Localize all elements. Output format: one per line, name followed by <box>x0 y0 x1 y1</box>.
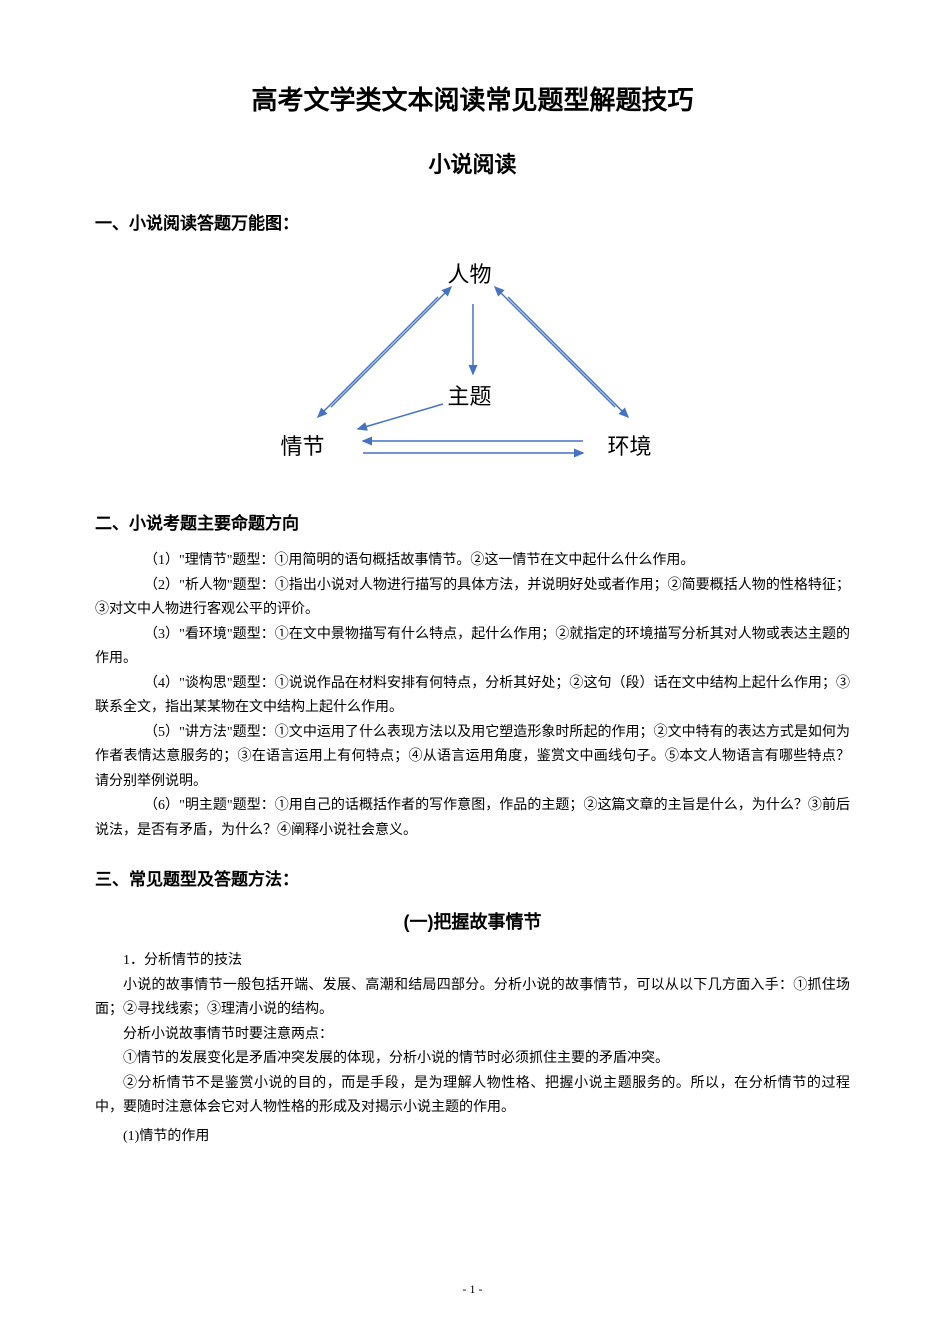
section-3-heading: 三、常见题型及答题方法： <box>95 865 850 890</box>
arrow-left-to-top <box>331 287 451 407</box>
arrow-center-to-left <box>358 404 443 429</box>
paragraph: 小说的故事情节一般包括开端、发展、高潮和结局四部分。分析小说的故事情节，可以从以… <box>95 974 850 1023</box>
section-3-body: 1．分析情节的技法 小说的故事情节一般包括开端、发展、高潮和结局四部分。分析小说… <box>95 949 850 1149</box>
section-3-sub-heading: (一)把握故事情节 <box>95 908 850 934</box>
list-item: （2）"析人物"题型：①指出小说对人物进行描写的具体方法，并说明好处或者作用；②… <box>95 574 850 623</box>
paragraph: 1．分析情节的技法 <box>95 949 850 974</box>
diagram-label-top: 人物 <box>448 257 492 289</box>
page-number: - 1 - <box>0 1282 945 1297</box>
section-2-heading: 二、小说考题主要命题方向 <box>95 509 850 534</box>
diagram-label-left: 情节 <box>281 429 325 461</box>
paragraph: (1)情节的作用 <box>95 1125 850 1150</box>
list-item: （3）"看环境"题型：①在文中景物描写有什么特点，起什么作用；②就指定的环境描写… <box>95 623 850 672</box>
list-item: （6）"明主题"题型：①用自己的话概括作者的写作意图，作品的主题；②这篇文章的主… <box>95 794 850 843</box>
diagram-label-center: 主题 <box>448 379 492 411</box>
arrow-top-to-left <box>318 297 438 417</box>
list-item: （1）"理情节"题型：①用简明的语句概括故事情节。②这一情节在文中起什么什么作用… <box>95 549 850 574</box>
paragraph: 分析小说故事情节时要注意两点： <box>95 1023 850 1048</box>
sub-title: 小说阅读 <box>95 147 850 179</box>
paragraph: ①情节的发展变化是矛盾冲突发展的体现，分析小说的情节时必须抓住主要的矛盾冲突。 <box>95 1047 850 1072</box>
list-item: （5）"讲方法"题型：①文中运用了什么表现方法以及用它塑造形象时所起的作用；②文… <box>95 721 850 795</box>
section-2-body: （1）"理情节"题型：①用简明的语句概括故事情节。②这一情节在文中起什么什么作用… <box>95 549 850 843</box>
arrow-top-to-right <box>508 297 628 417</box>
triangle-diagram: 人物 主题 情节 环境 <box>233 249 713 489</box>
list-item: （4）"谈构思"题型：①说说作品在材料安排有何特点，分析其好处；②这句（段）话在… <box>95 672 850 721</box>
arrow-right-to-top <box>495 287 615 407</box>
paragraph: ②分析情节不是鉴赏小说的目的，而是手段，是为理解人物性格、把握小说主题服务的。所… <box>95 1072 850 1121</box>
diagram-label-right: 环境 <box>608 429 652 461</box>
main-title: 高考文学类文本阅读常见题型解题技巧 <box>95 80 850 117</box>
section-1-heading: 一、小说阅读答题万能图： <box>95 209 850 234</box>
